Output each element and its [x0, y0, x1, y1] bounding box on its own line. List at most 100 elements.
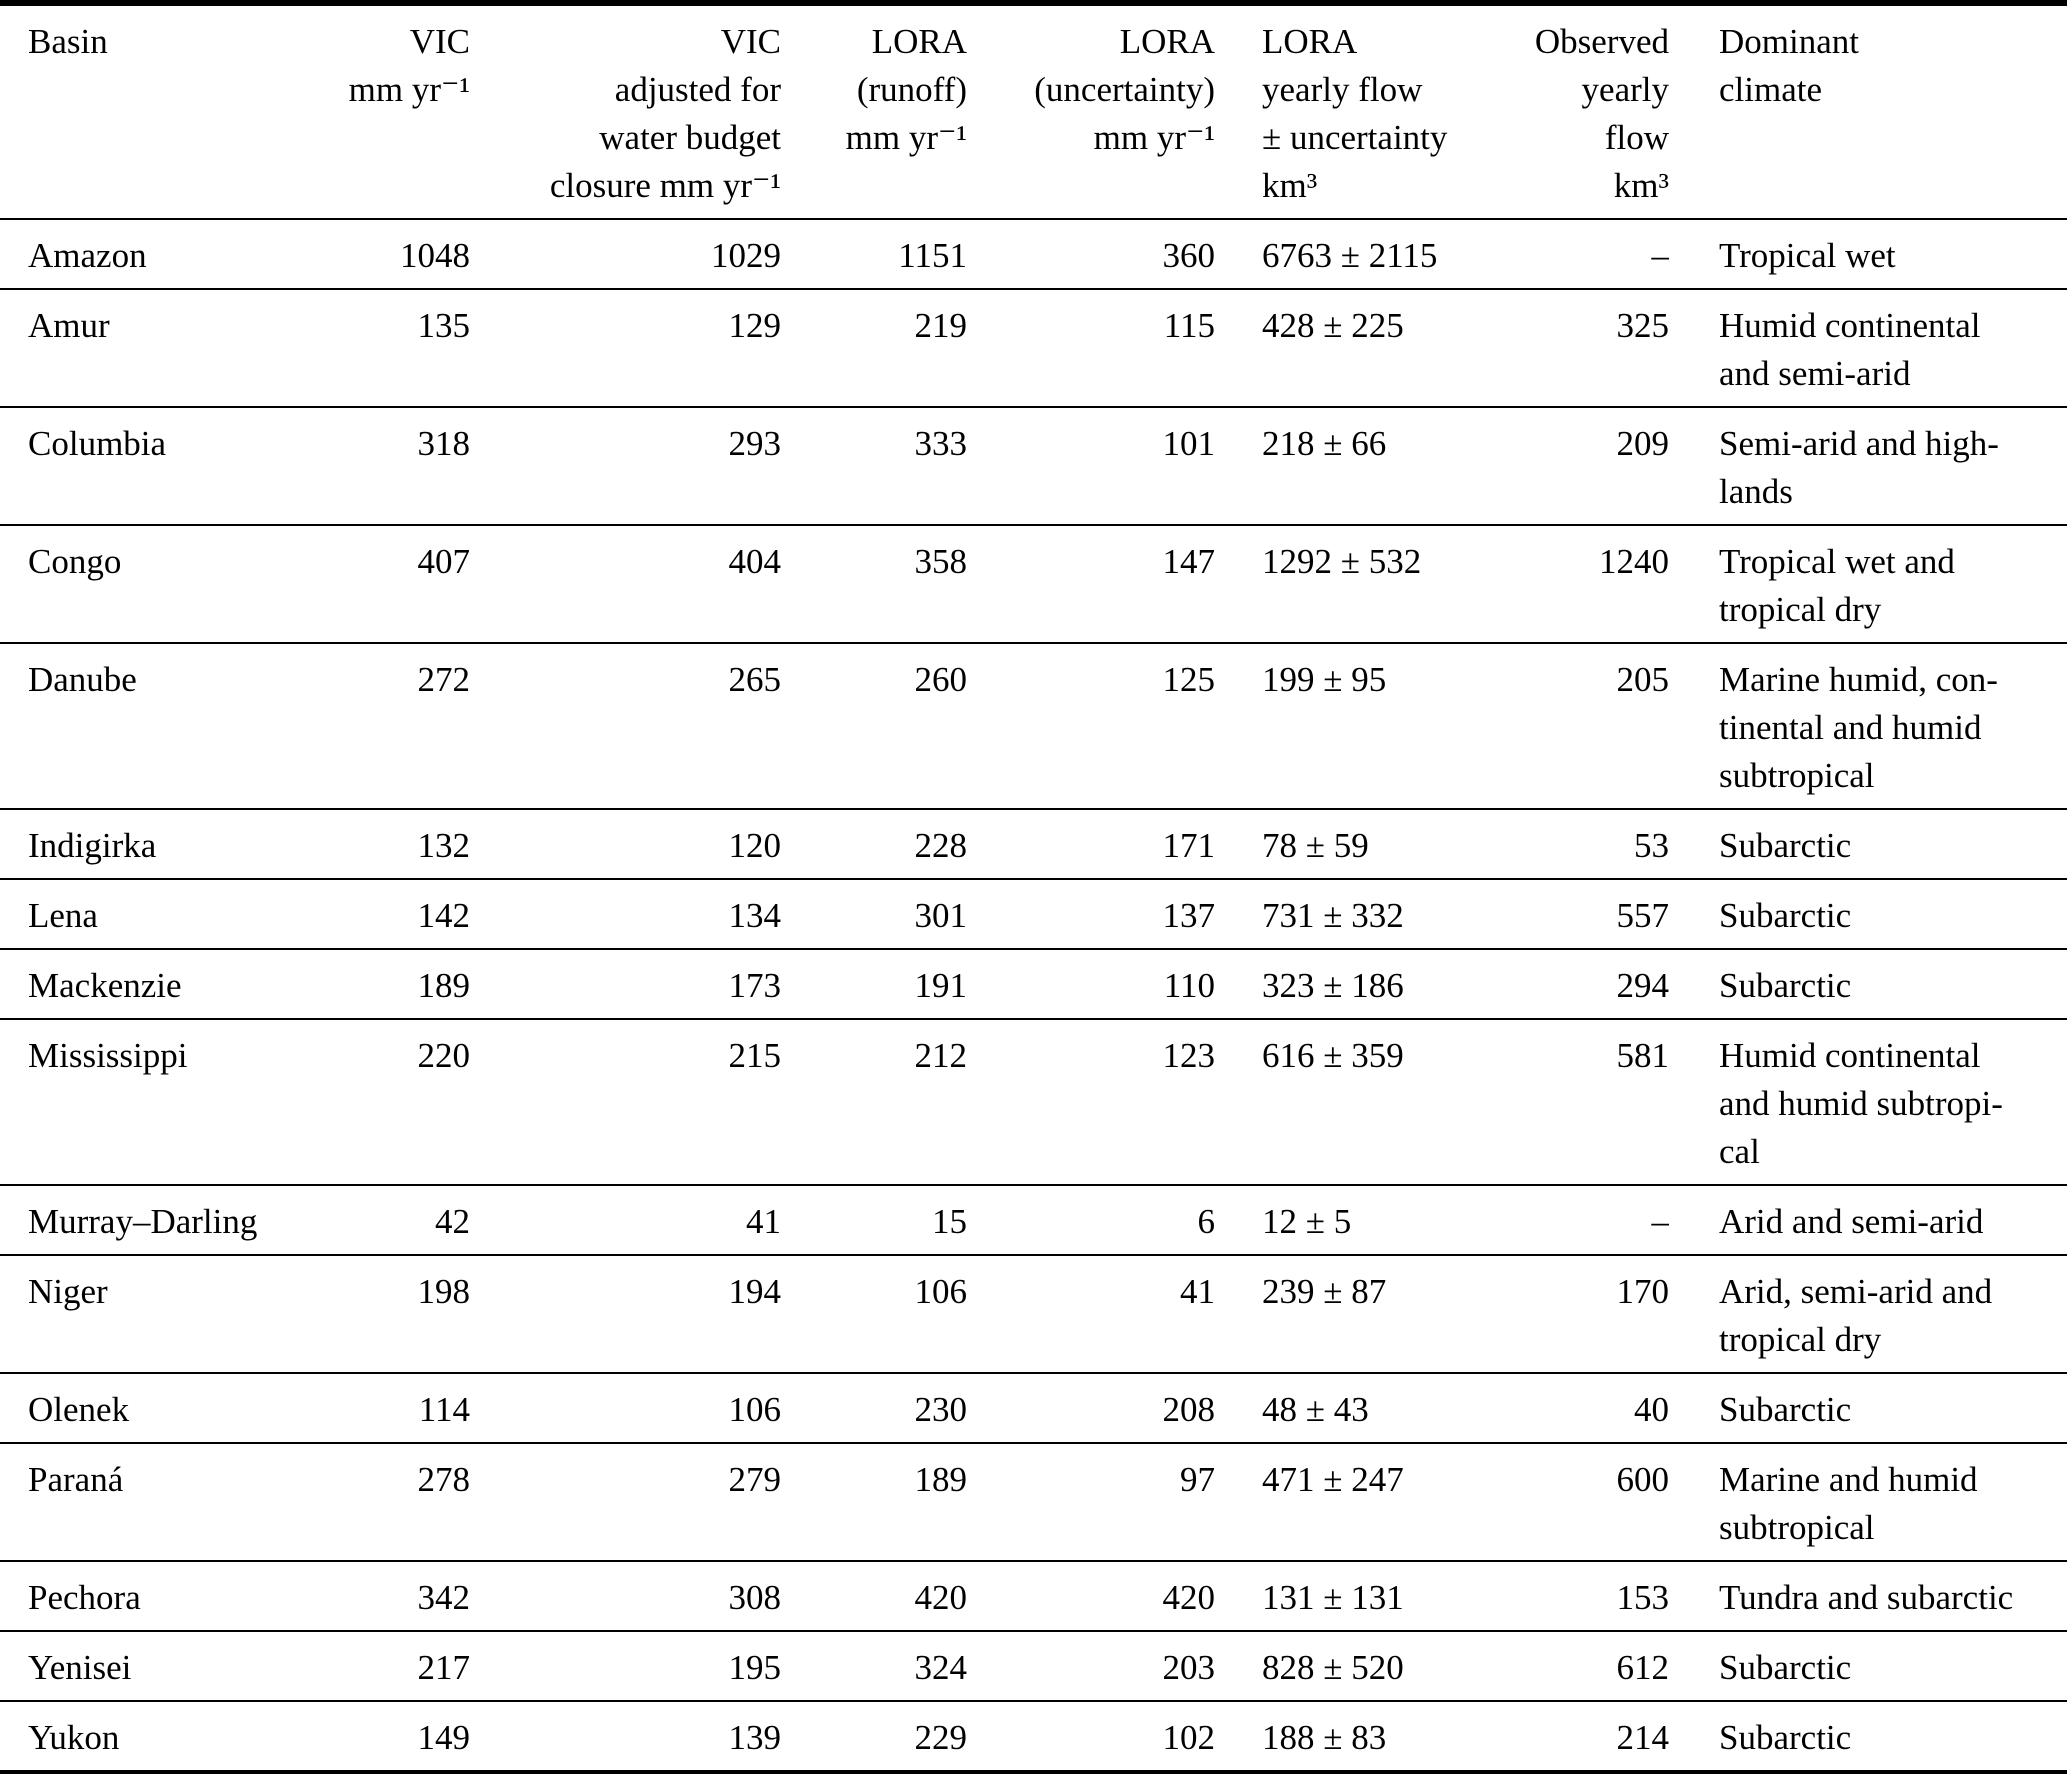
- cell-dominant-climate: Humid continental and humid subtropi- ca…: [1669, 1018, 2067, 1185]
- cell-lora-yearly-flow: 188 ± 83: [1215, 1700, 1475, 1772]
- cell-vic-adjusted: 120: [470, 808, 781, 879]
- cell-observed-flow: –: [1475, 218, 1669, 289]
- cell-vic-adjusted: 265: [470, 642, 781, 809]
- cell-lora-uncertainty: 41: [967, 1254, 1215, 1373]
- table-row: Amazon 1048 1029 1151 360 6763 ± 2115 – …: [0, 218, 2067, 289]
- cell-basin: Lena: [0, 878, 330, 949]
- col-header-basin: Basin: [0, 3, 330, 220]
- cell-lora-uncertainty: 147: [967, 524, 1215, 643]
- cell-vic-adjusted: 139: [470, 1700, 781, 1772]
- cell-basin: Pechora: [0, 1560, 330, 1631]
- cell-lora-uncertainty: 208: [967, 1372, 1215, 1443]
- cell-lora-yearly-flow: 616 ± 359: [1215, 1018, 1475, 1185]
- cell-vic-adjusted: 293: [470, 406, 781, 525]
- cell-observed-flow: 209: [1475, 406, 1669, 525]
- cell-lora-uncertainty: 420: [967, 1560, 1215, 1631]
- cell-observed-flow: 1240: [1475, 524, 1669, 643]
- table-row: Mackenzie 189 173 191 110 323 ± 186 294 …: [0, 948, 2067, 1019]
- cell-lora-runoff: 15: [781, 1184, 967, 1255]
- cell-vic: 142: [330, 878, 470, 949]
- table-row: Amur 135 129 219 115 428 ± 225 325 Humid…: [0, 288, 2067, 407]
- cell-dominant-climate: Subarctic: [1669, 1700, 2067, 1772]
- table-row: Danube 272 265 260 125 199 ± 95 205 Mari…: [0, 642, 2067, 809]
- cell-basin: Yenisei: [0, 1630, 330, 1701]
- cell-basin: Olenek: [0, 1372, 330, 1443]
- cell-vic: 272: [330, 642, 470, 809]
- cell-observed-flow: 581: [1475, 1018, 1669, 1185]
- table-row: Niger 198 194 106 41 239 ± 87 170 Arid, …: [0, 1254, 2067, 1373]
- cell-dominant-climate: Subarctic: [1669, 808, 2067, 879]
- table-row: Mississippi 220 215 212 123 616 ± 359 58…: [0, 1018, 2067, 1185]
- cell-lora-yearly-flow: 48 ± 43: [1215, 1372, 1475, 1443]
- cell-vic: 407: [330, 524, 470, 643]
- cell-observed-flow: 214: [1475, 1700, 1669, 1772]
- cell-lora-runoff: 212: [781, 1018, 967, 1185]
- cell-lora-uncertainty: 360: [967, 218, 1215, 289]
- col-header-lora-uncertainty: LORA (uncertainty) mm yr⁻¹: [967, 3, 1215, 220]
- cell-vic-adjusted: 41: [470, 1184, 781, 1255]
- cell-vic: 42: [330, 1184, 470, 1255]
- cell-lora-yearly-flow: 6763 ± 2115: [1215, 218, 1475, 289]
- col-header-lora-yearly-flow: LORA yearly flow ± uncertainty km³: [1215, 3, 1475, 220]
- cell-lora-yearly-flow: 218 ± 66: [1215, 406, 1475, 525]
- cell-observed-flow: –: [1475, 1184, 1669, 1255]
- cell-lora-yearly-flow: 131 ± 131: [1215, 1560, 1475, 1631]
- cell-dominant-climate: Arid and semi-arid: [1669, 1184, 2067, 1255]
- cell-observed-flow: 40: [1475, 1372, 1669, 1443]
- table-row: Columbia 318 293 333 101 218 ± 66 209 Se…: [0, 406, 2067, 525]
- cell-dominant-climate: Tropical wet: [1669, 218, 2067, 289]
- cell-lora-runoff: 219: [781, 288, 967, 407]
- cell-vic-adjusted: 106: [470, 1372, 781, 1443]
- cell-lora-runoff: 230: [781, 1372, 967, 1443]
- cell-lora-uncertainty: 203: [967, 1630, 1215, 1701]
- cell-dominant-climate: Arid, semi-arid and tropical dry: [1669, 1254, 2067, 1373]
- cell-lora-runoff: 228: [781, 808, 967, 879]
- cell-lora-yearly-flow: 471 ± 247: [1215, 1442, 1475, 1561]
- cell-basin: Mackenzie: [0, 948, 330, 1019]
- cell-lora-runoff: 1151: [781, 218, 967, 289]
- cell-basin: Paraná: [0, 1442, 330, 1561]
- cell-basin: Mississippi: [0, 1018, 330, 1185]
- cell-observed-flow: 170: [1475, 1254, 1669, 1373]
- cell-vic: 189: [330, 948, 470, 1019]
- cell-vic-adjusted: 134: [470, 878, 781, 949]
- cell-lora-uncertainty: 110: [967, 948, 1215, 1019]
- cell-lora-uncertainty: 115: [967, 288, 1215, 407]
- cell-basin: Murray–Darling: [0, 1184, 330, 1255]
- cell-lora-yearly-flow: 731 ± 332: [1215, 878, 1475, 949]
- cell-lora-yearly-flow: 1292 ± 532: [1215, 524, 1475, 643]
- cell-vic-adjusted: 195: [470, 1630, 781, 1701]
- cell-vic: 342: [330, 1560, 470, 1631]
- col-header-lora-runoff: LORA (runoff) mm yr⁻¹: [781, 3, 967, 220]
- table-row: Murray–Darling 42 41 15 6 12 ± 5 – Arid …: [0, 1184, 2067, 1255]
- cell-lora-yearly-flow: 12 ± 5: [1215, 1184, 1475, 1255]
- cell-lora-uncertainty: 137: [967, 878, 1215, 949]
- cell-dominant-climate: Tundra and subarctic: [1669, 1560, 2067, 1631]
- cell-basin: Amur: [0, 288, 330, 407]
- cell-lora-yearly-flow: 828 ± 520: [1215, 1630, 1475, 1701]
- cell-basin: Congo: [0, 524, 330, 643]
- table-row: Yukon 149 139 229 102 188 ± 83 214 Subar…: [0, 1700, 2067, 1772]
- cell-lora-yearly-flow: 78 ± 59: [1215, 808, 1475, 879]
- cell-dominant-climate: Subarctic: [1669, 878, 2067, 949]
- cell-basin: Columbia: [0, 406, 330, 525]
- table-body: Amazon 1048 1029 1151 360 6763 ± 2115 – …: [0, 218, 2067, 1772]
- cell-basin: Amazon: [0, 218, 330, 289]
- cell-vic: 114: [330, 1372, 470, 1443]
- cell-observed-flow: 53: [1475, 808, 1669, 879]
- cell-lora-yearly-flow: 199 ± 95: [1215, 642, 1475, 809]
- cell-observed-flow: 612: [1475, 1630, 1669, 1701]
- cell-lora-runoff: 333: [781, 406, 967, 525]
- cell-lora-runoff: 106: [781, 1254, 967, 1373]
- cell-lora-runoff: 420: [781, 1560, 967, 1631]
- cell-vic-adjusted: 173: [470, 948, 781, 1019]
- table-row: Congo 407 404 358 147 1292 ± 532 1240 Tr…: [0, 524, 2067, 643]
- cell-dominant-climate: Semi-arid and high- lands: [1669, 406, 2067, 525]
- cell-lora-runoff: 229: [781, 1700, 967, 1772]
- cell-vic: 149: [330, 1700, 470, 1772]
- cell-vic: 135: [330, 288, 470, 407]
- cell-vic: 318: [330, 406, 470, 525]
- cell-basin: Yukon: [0, 1700, 330, 1772]
- cell-vic-adjusted: 129: [470, 288, 781, 407]
